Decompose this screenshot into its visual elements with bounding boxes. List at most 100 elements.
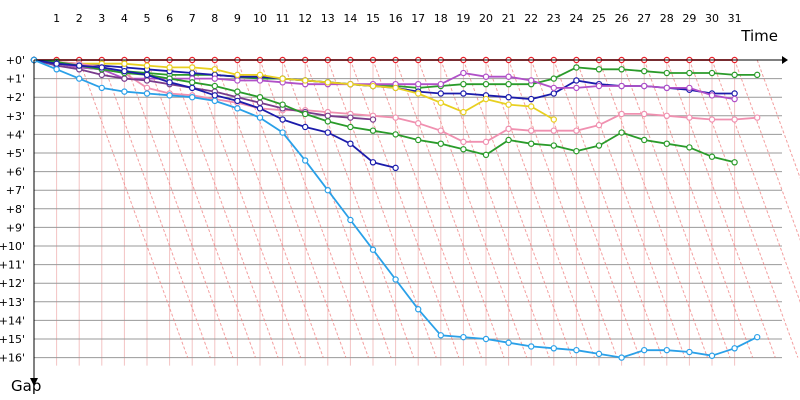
data-point	[708, 69, 716, 77]
data-point	[641, 136, 648, 144]
x-tick-label: 4	[121, 12, 128, 25]
data-point	[573, 84, 580, 92]
data-point	[505, 125, 512, 133]
y-tick-label: +7'	[6, 184, 25, 197]
data-point	[641, 67, 648, 75]
data-point	[437, 140, 444, 147]
data-point	[686, 69, 693, 77]
lapping-line	[169, 59, 279, 358]
data-point	[143, 90, 151, 97]
y-tick-label: +0'	[6, 54, 25, 67]
data-point	[663, 84, 671, 92]
lapping-line	[349, 59, 460, 358]
data-point	[686, 348, 693, 356]
data-point	[460, 108, 467, 116]
data-point	[369, 127, 377, 134]
series-9	[30, 56, 399, 172]
data-point	[595, 142, 603, 149]
x-tick-label: 30	[705, 12, 719, 25]
data-point	[143, 62, 151, 69]
data-point	[211, 66, 218, 73]
data-point	[528, 103, 535, 110]
data-point	[234, 105, 241, 112]
x-tick-label: 11	[276, 12, 290, 25]
lapping-lines	[78, 59, 800, 358]
data-point	[663, 140, 671, 147]
data-point	[528, 95, 535, 103]
data-point	[234, 88, 241, 95]
data-point	[550, 90, 558, 97]
data-point	[482, 80, 490, 88]
y-tick-label: +9'	[6, 221, 25, 234]
x-tick-label: 18	[434, 12, 448, 25]
data-point	[121, 75, 128, 82]
data-point	[437, 332, 444, 339]
lapping-line	[372, 59, 482, 358]
lapping-line	[327, 59, 437, 358]
data-point	[121, 88, 128, 95]
x-tick-label: 26	[615, 12, 629, 25]
x-tick-label: 16	[389, 12, 403, 25]
data-point	[98, 71, 106, 79]
lapping-line	[485, 59, 595, 358]
x-tick-label: 5	[144, 12, 151, 25]
y-tick-label: +10'	[0, 240, 25, 253]
x-tick-label: 21	[502, 12, 516, 25]
data-point	[279, 116, 286, 123]
data-point	[505, 73, 512, 80]
lapping-line	[711, 59, 800, 303]
data-point	[482, 138, 490, 146]
data-point	[347, 216, 354, 224]
data-point	[528, 140, 535, 147]
data-point	[392, 276, 399, 283]
data-point	[460, 90, 467, 97]
lapping-line	[191, 59, 302, 358]
data-point	[460, 138, 467, 146]
x-tick-label: 2	[76, 12, 83, 25]
y-tick-label: +13'	[0, 296, 25, 309]
x-tick-label: 14	[343, 12, 357, 25]
x-tick-label: 19	[456, 12, 470, 25]
y-tick-label: +4'	[6, 128, 25, 141]
data-point	[211, 92, 218, 99]
lapping-line	[101, 59, 211, 358]
data-point	[75, 75, 83, 82]
data-point	[482, 73, 490, 80]
data-point	[618, 82, 625, 90]
x-axis-title: Time	[740, 27, 778, 45]
lapping-line	[304, 59, 415, 358]
data-point	[641, 110, 648, 118]
y-tick-label: +14'	[0, 314, 25, 327]
data-point	[528, 77, 535, 84]
data-point	[505, 93, 512, 101]
data-point	[98, 64, 106, 71]
lapping-line	[643, 59, 754, 358]
data-point	[188, 93, 196, 101]
data-point	[302, 157, 309, 164]
data-point	[663, 112, 671, 120]
data-point	[663, 69, 671, 77]
data-point	[460, 80, 467, 88]
data-point	[618, 66, 625, 73]
data-point	[595, 350, 603, 358]
data-point	[302, 77, 309, 84]
data-point	[324, 186, 331, 194]
data-point	[573, 77, 580, 84]
data-point	[482, 95, 490, 103]
data-point	[731, 95, 738, 103]
lapping-line	[756, 59, 800, 179]
lapping-line	[508, 59, 618, 358]
data-point	[573, 127, 580, 134]
data-point	[686, 84, 693, 92]
data-point	[415, 306, 422, 313]
x-tick-label: 1	[53, 12, 60, 25]
data-point	[324, 129, 331, 136]
data-point	[256, 93, 264, 101]
x-tick-label: 20	[479, 12, 493, 25]
data-point	[369, 116, 377, 123]
data-point	[347, 123, 354, 131]
data-point	[143, 84, 151, 92]
data-point	[663, 346, 671, 354]
lapping-line	[214, 59, 324, 358]
